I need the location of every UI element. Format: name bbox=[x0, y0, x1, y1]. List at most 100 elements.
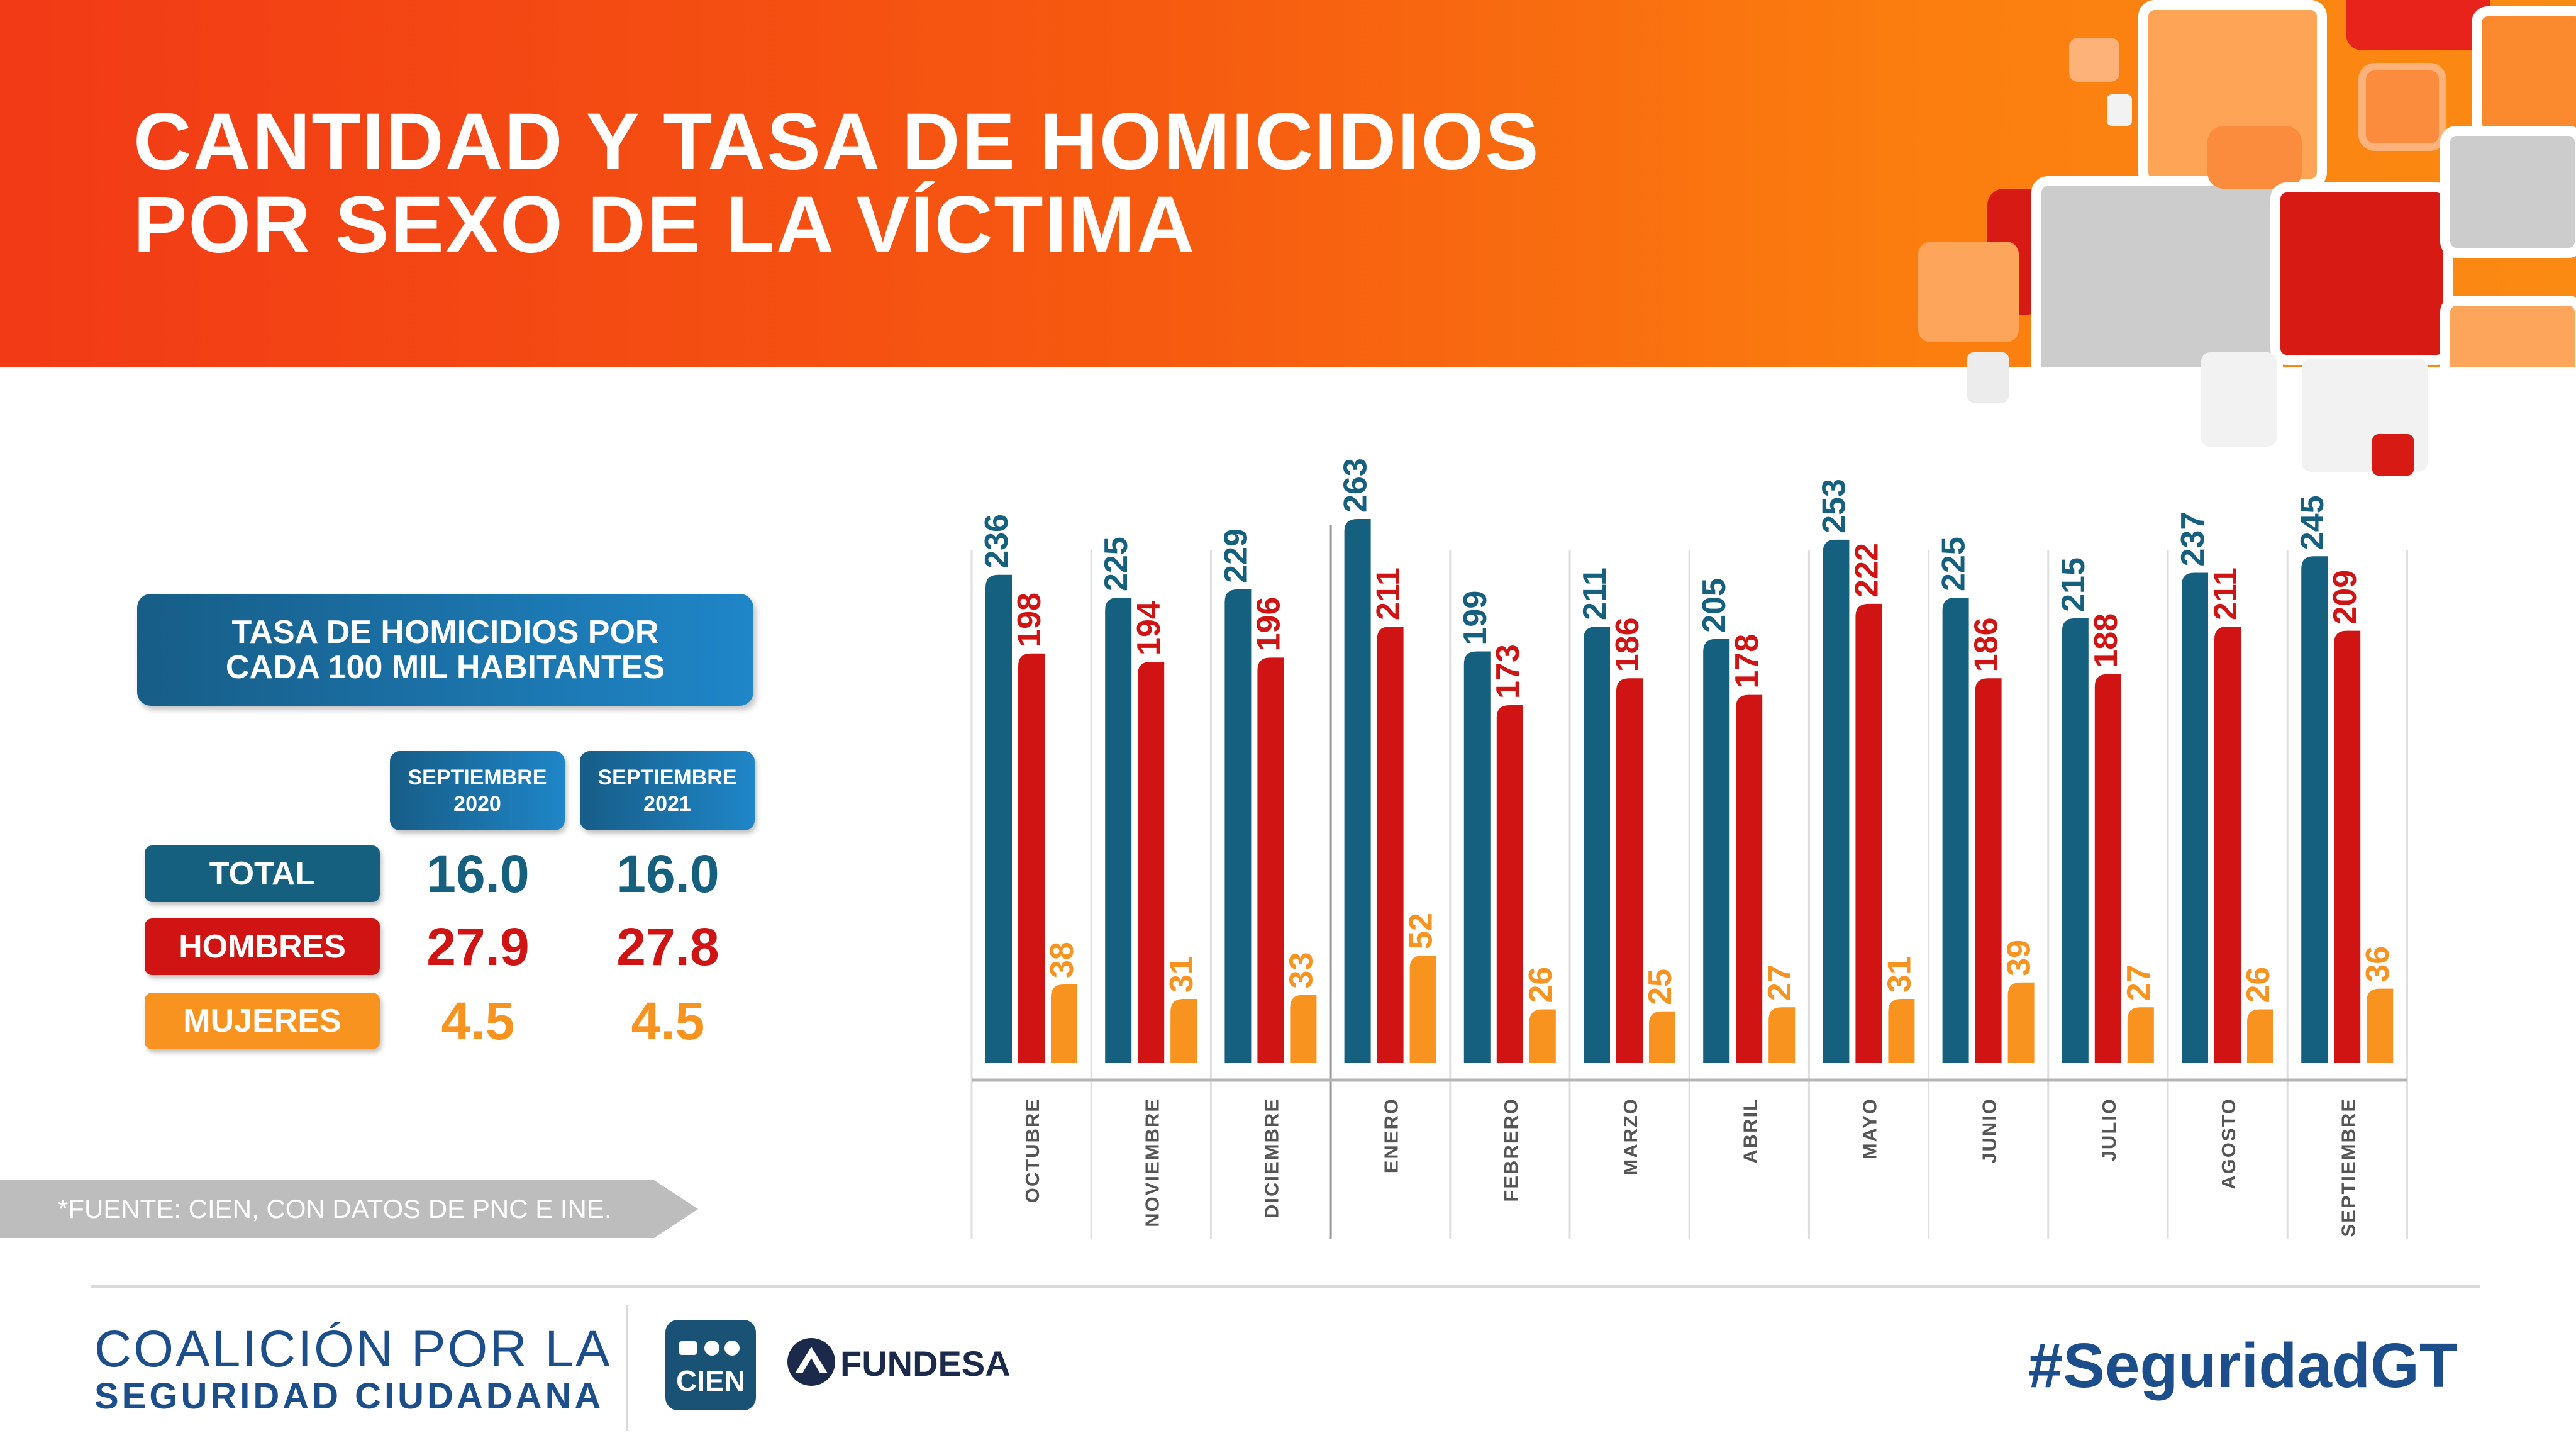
data-label-septiembre-series-1: 245 bbox=[2294, 495, 2331, 550]
bar-abril-series-1 bbox=[1703, 639, 1730, 1063]
title-line-2: POR SEXO DE LA VÍCTIMA bbox=[133, 180, 1196, 270]
rate-mujeres-2020: 4.5 bbox=[441, 991, 515, 1051]
bar-febrero-series-2 bbox=[1496, 705, 1523, 1063]
rate-table-header: TASA DE HOMICIDIOS POR CADA 100 MIL HABI… bbox=[137, 594, 753, 706]
rate-header-line-1: TASA DE HOMICIDIOS POR bbox=[231, 614, 659, 650]
data-label-diciembre-series-1: 229 bbox=[1218, 528, 1254, 583]
coalicion-logo-line-2: SEGURIDAD CIUDADANA bbox=[94, 1376, 604, 1417]
data-label-abril-series-3: 27 bbox=[1762, 964, 1798, 1001]
rate-total-2021: 16.0 bbox=[616, 844, 719, 903]
category-label-agosto: AGOSTO bbox=[2218, 1098, 2240, 1190]
data-label-diciembre-series-2: 196 bbox=[1250, 597, 1287, 652]
data-label-octubre-series-3: 38 bbox=[1044, 942, 1080, 978]
bar-septiembre-series-3 bbox=[2367, 988, 2394, 1063]
category-label-mayo: MAYO bbox=[1859, 1098, 1881, 1159]
data-label-agosto-series-1: 237 bbox=[2175, 512, 2211, 567]
column-header-line-2: 2020 bbox=[453, 792, 501, 816]
decor-square bbox=[2107, 94, 2132, 126]
bar-agosto-series-3 bbox=[2247, 1009, 2273, 1063]
bar-febrero-series-1 bbox=[1463, 651, 1491, 1063]
data-label-abril-series-1: 205 bbox=[1696, 578, 1733, 633]
bar-marzo-series-2 bbox=[1616, 678, 1643, 1063]
fundesa-logo-text: FUNDESA bbox=[840, 1344, 1011, 1383]
rate-hombres-2021: 27.8 bbox=[616, 917, 719, 976]
category-label-septiembre: SEPTIEMBRE bbox=[2337, 1098, 2359, 1237]
bar-mayo-series-3 bbox=[1888, 999, 1915, 1063]
bar-julio-series-2 bbox=[2094, 674, 2121, 1063]
decor-square bbox=[2372, 434, 2414, 476]
data-label-diciembre-series-3: 33 bbox=[1283, 952, 1319, 989]
homicides-bar-chart: 236 198 38 OCTUBRE 225 194 31 NOVIEMBRE 229 196 33… bbox=[970, 458, 2408, 1239]
bar-noviembre-series-2 bbox=[1138, 661, 1165, 1063]
source-arrow bbox=[654, 1180, 698, 1238]
data-label-mayo-series-1: 253 bbox=[1816, 479, 1852, 533]
bar-mayo-series-2 bbox=[1855, 603, 1882, 1063]
column-header-2021: SEPTIEMBRE 2021 bbox=[580, 751, 755, 830]
bar-junio-series-2 bbox=[1975, 678, 2002, 1063]
decor-square bbox=[2440, 296, 2576, 367]
cien-logo: CIEN bbox=[665, 1320, 756, 1410]
row-label-hombres: HOMBRES bbox=[145, 918, 380, 975]
bar-diciembre-series-2 bbox=[1257, 657, 1284, 1063]
coalicion-logo-line-1: COALICIÓN POR LA bbox=[94, 1320, 612, 1378]
decor-square bbox=[2069, 38, 2119, 82]
source-note: *FUENTE: CIEN, CON DATOS DE PNC E INE. bbox=[0, 1180, 654, 1238]
fundesa-emblem-icon bbox=[787, 1338, 835, 1386]
bar-julio-series-1 bbox=[2062, 618, 2089, 1063]
bar-octubre-series-3 bbox=[1051, 984, 1077, 1063]
data-label-mayo-series-2: 222 bbox=[1848, 543, 1885, 598]
header-banner: CANTIDAD Y TASA DE HOMICIDIOS POR SEXO D… bbox=[0, 0, 2576, 367]
data-label-septiembre-series-3: 36 bbox=[2360, 946, 2396, 983]
data-label-julio-series-2: 188 bbox=[2088, 613, 2124, 668]
data-label-febrero-series-3: 26 bbox=[1523, 967, 1559, 1003]
data-label-noviembre-series-2: 194 bbox=[1131, 601, 1167, 655]
data-label-febrero-series-2: 173 bbox=[1490, 644, 1526, 699]
row-label-mujeres: MUJERES bbox=[145, 993, 380, 1049]
data-label-septiembre-series-2: 209 bbox=[2327, 570, 2363, 625]
category-label-abril: ABRIL bbox=[1739, 1098, 1761, 1164]
decor-square bbox=[2440, 126, 2576, 258]
decor-square bbox=[2346, 0, 2490, 50]
category-label-julio: JULIO bbox=[2098, 1098, 2120, 1161]
category-label-noviembre: NOVIEMBRE bbox=[1141, 1098, 1163, 1227]
data-label-enero-series-2: 211 bbox=[1370, 567, 1407, 620]
data-label-marzo-series-2: 186 bbox=[1609, 617, 1646, 672]
bar-marzo-series-1 bbox=[1584, 627, 1610, 1063]
category-label-enero: ENERO bbox=[1380, 1098, 1402, 1173]
bar-septiembre-series-1 bbox=[2301, 556, 2328, 1063]
data-label-abril-series-2: 178 bbox=[1729, 634, 1765, 689]
data-label-marzo-series-1: 211 bbox=[1577, 567, 1613, 620]
rate-mujeres-2021: 4.5 bbox=[631, 991, 705, 1051]
data-label-noviembre-series-3: 31 bbox=[1163, 956, 1200, 993]
bar-agosto-series-1 bbox=[2182, 572, 2208, 1063]
bar-abril-series-2 bbox=[1736, 694, 1763, 1063]
bar-enero-series-1 bbox=[1344, 519, 1371, 1063]
data-label-junio-series-1: 225 bbox=[1936, 537, 1972, 591]
bar-junio-series-1 bbox=[1942, 597, 1969, 1063]
bar-noviembre-series-1 bbox=[1105, 597, 1132, 1063]
category-label-diciembre: DICIEMBRE bbox=[1261, 1098, 1283, 1219]
data-label-junio-series-3: 39 bbox=[2001, 940, 2038, 976]
bar-marzo-series-3 bbox=[1649, 1011, 1675, 1063]
data-label-julio-series-1: 215 bbox=[2055, 557, 2092, 612]
category-label-marzo: MARZO bbox=[1619, 1098, 1641, 1176]
data-label-julio-series-3: 27 bbox=[2121, 964, 2157, 1001]
column-header-line-1: SEPTIEMBRE bbox=[597, 766, 737, 789]
data-label-febrero-series-1: 199 bbox=[1457, 591, 1494, 645]
footer-vertical-divider bbox=[626, 1305, 628, 1431]
bar-mayo-series-1 bbox=[1823, 539, 1850, 1063]
bar-julio-series-3 bbox=[2127, 1007, 2154, 1063]
data-label-noviembre-series-1: 225 bbox=[1098, 537, 1135, 591]
title-line-1: CANTIDAD Y TASA DE HOMICIDIOS bbox=[133, 97, 1540, 187]
decor-square bbox=[1918, 242, 2019, 342]
rate-total-2020: 16.0 bbox=[426, 844, 530, 903]
column-header-2020: SEPTIEMBRE 2020 bbox=[390, 751, 565, 830]
data-label-enero-series-3: 52 bbox=[1403, 913, 1440, 949]
bar-octubre-series-1 bbox=[985, 574, 1012, 1063]
decor-square bbox=[2201, 352, 2277, 447]
cien-dots-icon bbox=[679, 1341, 740, 1356]
bar-febrero-series-3 bbox=[1529, 1009, 1556, 1063]
decor-square bbox=[2207, 126, 2302, 189]
hashtag: #SeguridadGT bbox=[2028, 1330, 2458, 1401]
page-title: CANTIDAD Y TASA DE HOMICIDIOS POR SEXO D… bbox=[133, 101, 1540, 267]
